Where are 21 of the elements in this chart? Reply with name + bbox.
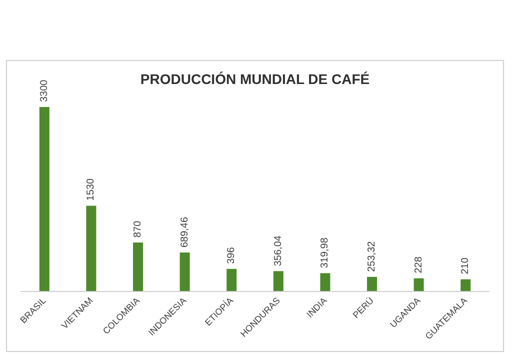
bar: [460, 279, 471, 291]
data-label: 356,04: [272, 235, 284, 266]
data-label: 210: [460, 257, 472, 274]
data-label: 870: [132, 220, 144, 238]
data-label: 253,32: [366, 240, 378, 272]
data-label: 689,46: [179, 216, 190, 248]
chart-title: PRODUCCIÓN MUNDIAL DE CAFÉ: [140, 71, 370, 87]
data-label: 3300: [38, 79, 50, 102]
bar: [226, 268, 237, 291]
bar: [86, 206, 96, 291]
bar: [133, 242, 143, 291]
data-label: 396: [226, 246, 238, 264]
bar: [367, 276, 377, 291]
bar: [180, 252, 190, 291]
bar: [39, 107, 50, 291]
data-label: 228: [413, 256, 424, 274]
bar: [414, 278, 424, 291]
bar: [273, 271, 284, 291]
bar: [320, 273, 330, 291]
data-label: 1530: [86, 178, 97, 201]
data-label: 319,98: [320, 237, 331, 268]
